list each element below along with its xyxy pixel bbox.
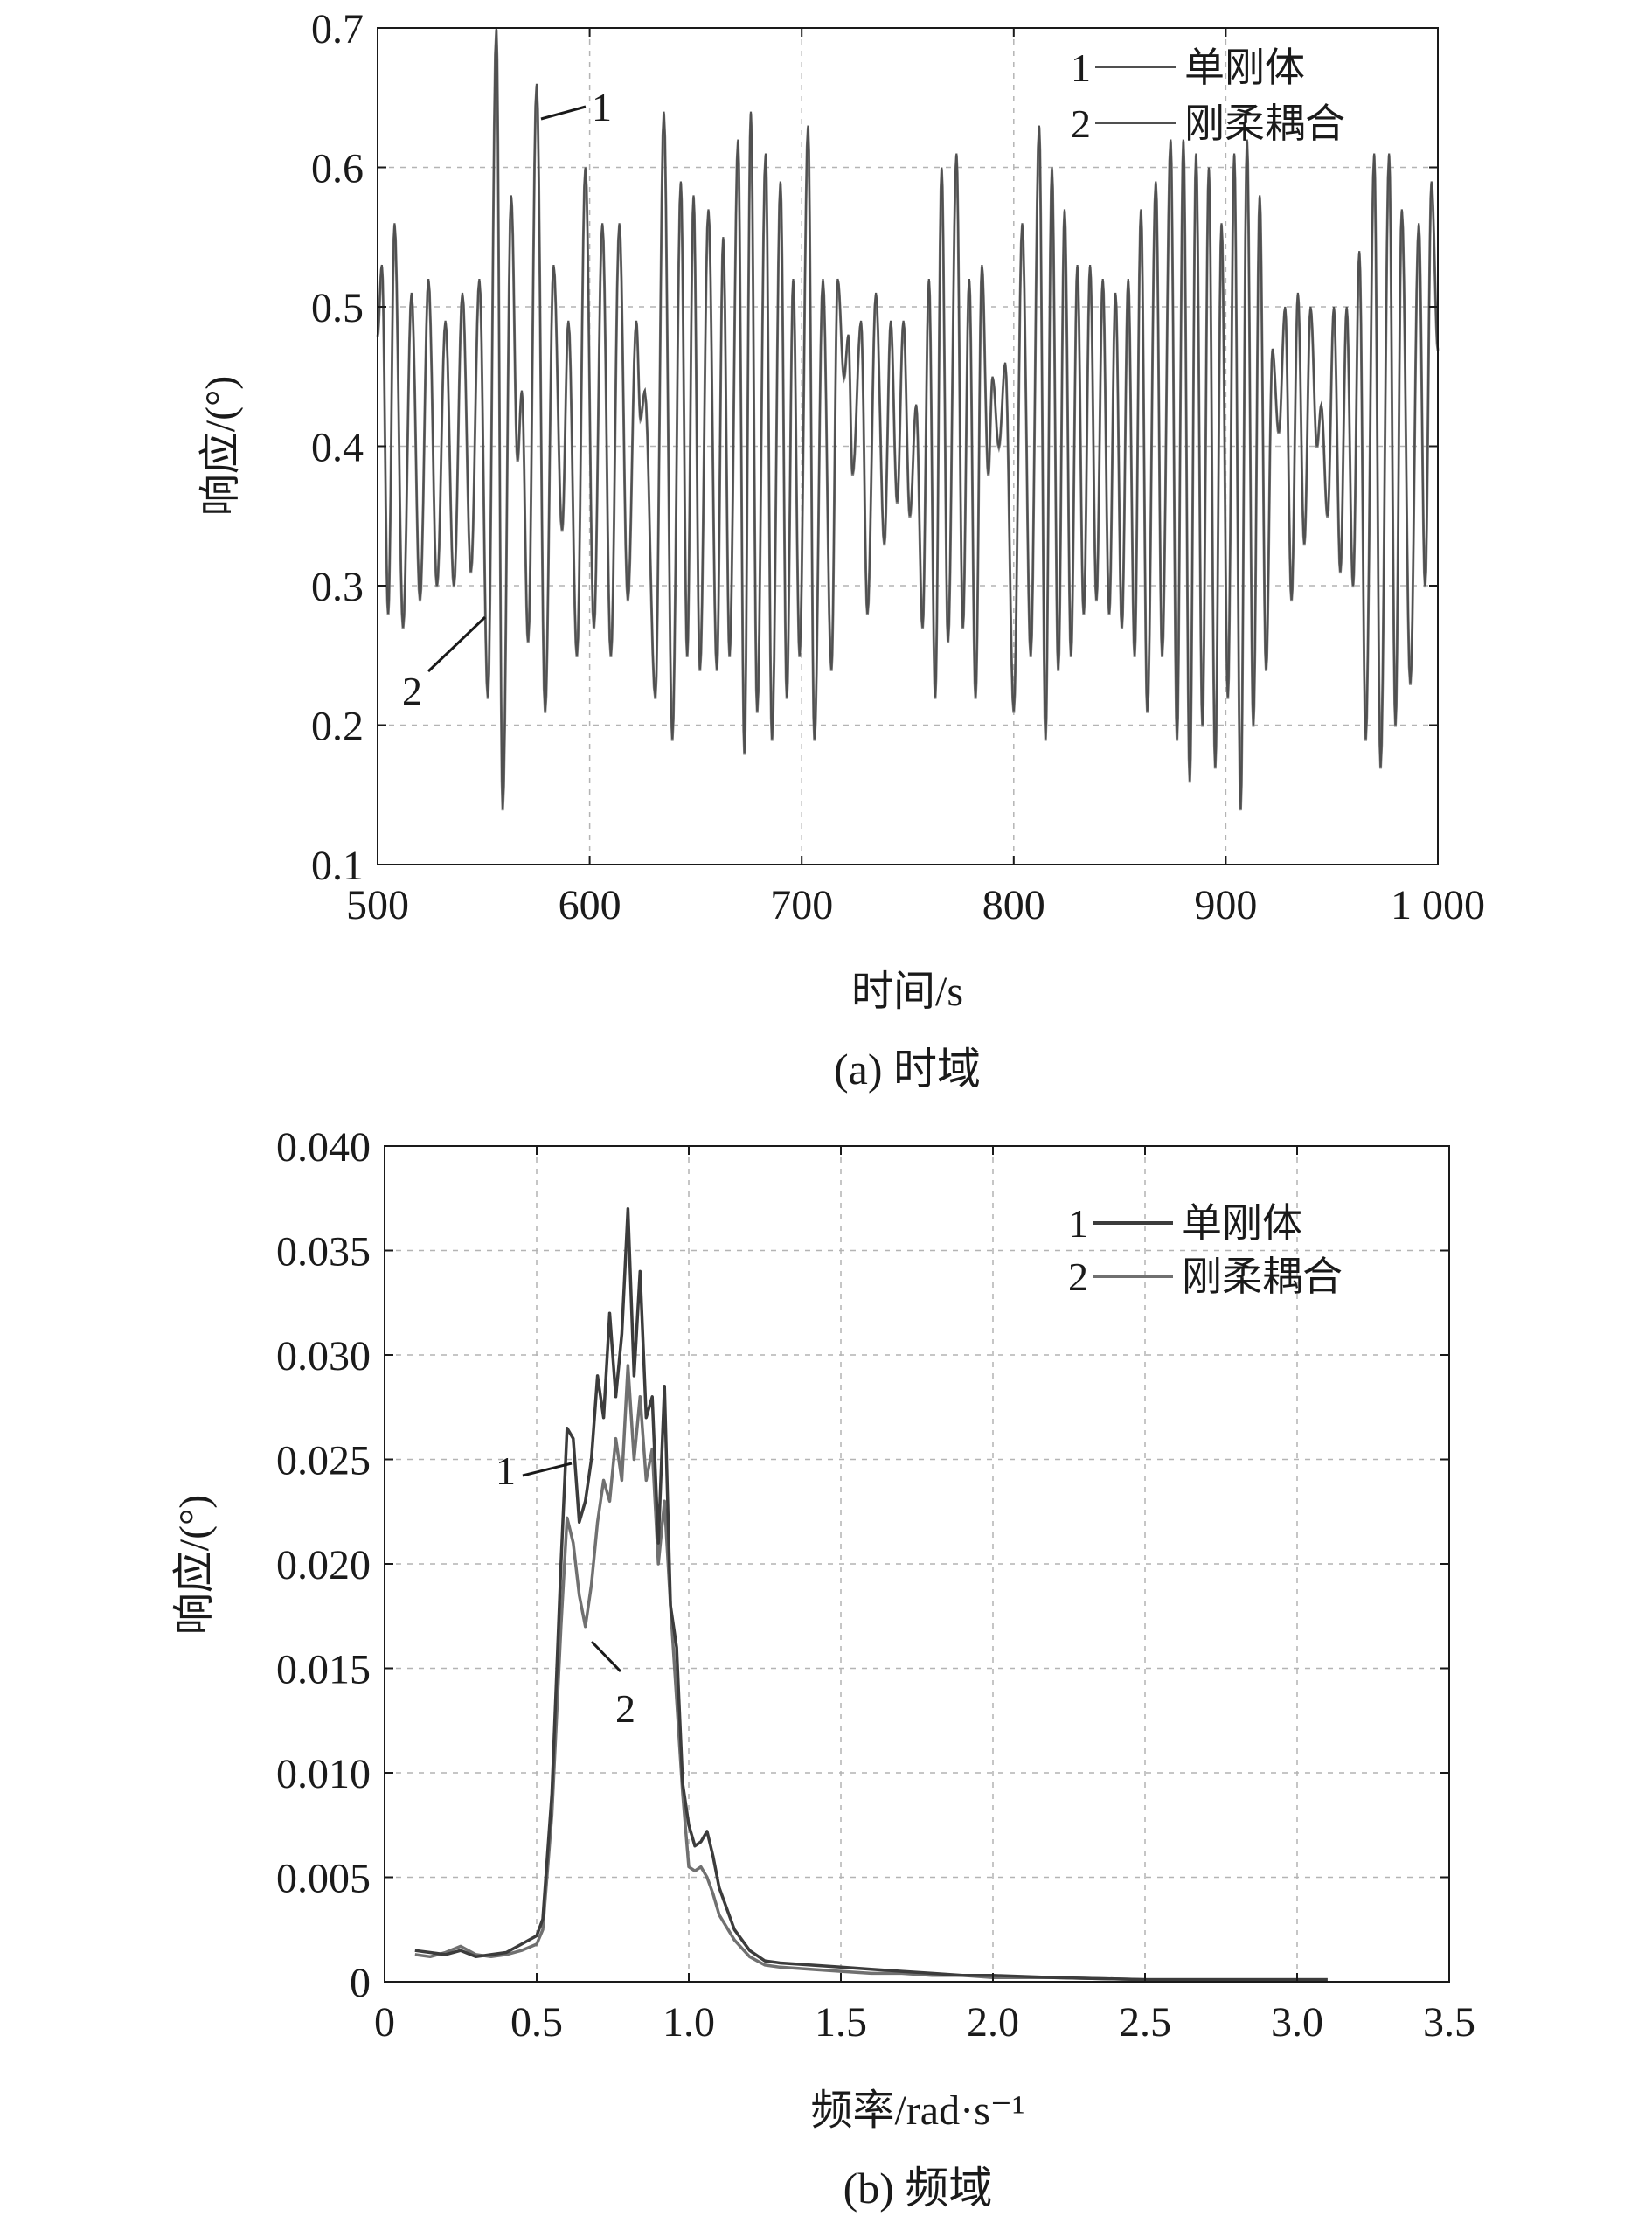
x-tick-label: 1.5: [815, 1999, 867, 2046]
legend-label-2: 刚柔耦合: [1184, 101, 1345, 146]
legend-item-1: 1 单刚体: [1071, 45, 1305, 90]
annotation-1-label: 1: [592, 85, 612, 129]
legend-item-2: 2 刚柔耦合: [1071, 101, 1345, 146]
y-tick-label: 0.040: [276, 1124, 371, 1171]
gridlines: [378, 28, 1438, 865]
y-tick-label: 0.015: [276, 1646, 371, 1692]
x-axis-label: 频率/rad·s⁻¹: [810, 2088, 1024, 2134]
annotation-1-leader: [522, 1462, 573, 1477]
x-tick-label: 0: [374, 1999, 395, 2046]
annotation-1: 1: [496, 1448, 573, 1493]
legend-number-1: 1: [1068, 1201, 1088, 1246]
y-tick-label: 0.6: [311, 145, 364, 191]
legend-item-2: 2 刚柔耦合: [1068, 1254, 1343, 1299]
annotation-1: 1: [540, 85, 612, 129]
tick-labels: 0.1 0.2 0.3 0.4 0.5 0.6 0.7 500 600 700 800 900 1 00…: [311, 6, 1485, 928]
legend: 1 单刚体 2 刚柔耦合: [1071, 45, 1345, 146]
y-tick-label: 0.035: [276, 1228, 371, 1275]
plot-lines: [414, 1206, 1328, 1982]
legend-label-1: 单刚体: [1182, 1201, 1302, 1246]
x-tick-label: 800: [982, 882, 1045, 928]
y-tick-label: 0: [350, 1960, 371, 2006]
annotation-2-leader: [590, 1640, 622, 1673]
x-tick-label: 1.0: [663, 1999, 715, 2046]
y-tick-label: 0.4: [311, 424, 364, 470]
x-tick-label: 3.0: [1271, 1999, 1323, 2046]
annotation-2-label: 2: [615, 1686, 635, 1731]
series-2-line: [414, 1364, 1328, 1982]
annotation-2-label: 2: [402, 669, 422, 713]
legend-number-2: 2: [1068, 1254, 1088, 1299]
chart-frequency-domain: 0 0.005 0.010 0.015 0.020 0.025 0.030 0.035 0.04…: [171, 1124, 1475, 2213]
y-axis-label: 响应/(°): [198, 376, 244, 517]
y-tick-label: 0.1: [311, 843, 364, 889]
tick-labels: 0 0.005 0.010 0.015 0.020 0.025 0.030 0.035 0.04…: [276, 1124, 1475, 2046]
x-tick-label: 3.5: [1423, 1999, 1475, 2046]
x-tick-label: 600: [559, 882, 621, 928]
x-tick-label: 2.5: [1119, 1999, 1171, 2046]
legend-item-1: 1 单刚体: [1068, 1201, 1302, 1246]
legend-number-1: 1: [1071, 45, 1091, 90]
y-tick-label: 0.010: [276, 1751, 371, 1797]
x-tick-label: 500: [346, 882, 409, 928]
series-2-line: [376, 29, 1440, 811]
legend-label-1: 单刚体: [1184, 45, 1305, 90]
legend: 1 单刚体 2 刚柔耦合: [1068, 1201, 1343, 1299]
annotation-1-label: 1: [496, 1448, 516, 1493]
legend-label-2: 刚柔耦合: [1182, 1254, 1343, 1299]
x-tick-label: 900: [1194, 882, 1257, 928]
series-1-line: [376, 27, 1440, 809]
annotation-2-leader: [427, 615, 487, 673]
y-tick-label: 0.2: [311, 703, 364, 749]
y-axis-label: 响应/(°): [171, 1495, 218, 1636]
annotation-2: 2: [402, 615, 487, 713]
axis-ticks: [384, 1145, 1450, 1983]
y-tick-label: 0.030: [276, 1333, 371, 1379]
annotation-1-leader: [540, 105, 587, 121]
annotation-2: 2: [590, 1640, 635, 1731]
y-tick-label: 0.7: [311, 6, 364, 52]
y-tick-label: 0.020: [276, 1542, 371, 1588]
x-tick-label: 0.5: [510, 1999, 563, 2046]
y-tick-label: 0.005: [276, 1855, 371, 1901]
x-tick-label: 1 000: [1391, 882, 1485, 928]
gridlines: [385, 1146, 1449, 1982]
plot-lines: [376, 27, 1440, 811]
x-tick-label: 700: [770, 882, 833, 928]
axis-ticks: [377, 27, 1439, 865]
y-tick-label: 0.3: [311, 564, 364, 610]
y-tick-label: 0.5: [311, 285, 364, 331]
y-tick-label: 0.025: [276, 1437, 371, 1483]
series-1-line: [414, 1206, 1328, 1982]
x-axis-label: 时间/s: [851, 969, 963, 1015]
legend-number-2: 2: [1071, 101, 1091, 146]
caption: (a) 时域: [834, 1045, 981, 1094]
caption: (b) 频域: [843, 2164, 993, 2213]
chart-time-domain: 0.1 0.2 0.3 0.4 0.5 0.6 0.7 500 600 700 800 900 1 00…: [198, 6, 1485, 1094]
x-tick-label: 2.0: [967, 1999, 1019, 2046]
